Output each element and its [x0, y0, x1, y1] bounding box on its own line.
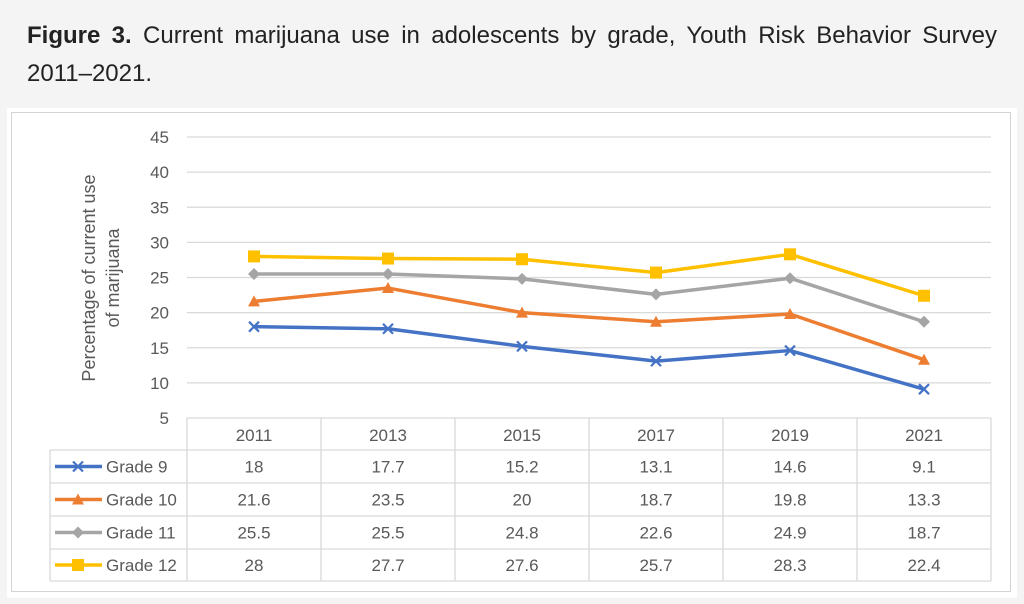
table-cell-value: 14.6: [773, 458, 806, 477]
legend-marker-grade-12: [72, 559, 84, 571]
table-cell-value: 27.7: [371, 556, 404, 575]
data-point-grade-10: [248, 295, 260, 307]
legend-marker-grade-10: [72, 493, 84, 505]
table-cell-value: 20: [513, 491, 532, 510]
y-axis-label: Percentage of current use of marijuana: [79, 174, 123, 381]
table-cell-value: 25.7: [639, 556, 672, 575]
data-point-grade-9: [382, 323, 394, 335]
data-point-grade-10: [382, 282, 394, 294]
data-point-grade-11: [248, 267, 260, 280]
table-cell-value: 18: [245, 458, 264, 477]
data-point-grade-12: [918, 289, 930, 302]
table-cell-value: 17.7: [371, 458, 404, 477]
data-point-grade-12: [650, 266, 662, 279]
x-category-label: 2017: [637, 426, 675, 445]
series-line-grade-10: [253, 286, 925, 362]
data-point-grade-11: [650, 288, 662, 301]
y-tick-label: 40: [150, 163, 169, 182]
table-cell-value: 21.6: [237, 491, 270, 510]
data-point-grade-12: [784, 248, 796, 261]
x-category-label: 2015: [503, 426, 541, 445]
data-point-grade-10: [650, 315, 662, 327]
figure-caption-text: Current marijuana use in adolescents by …: [27, 22, 997, 87]
table-cell-value: 19.8: [773, 491, 806, 510]
y-tick-label: 45: [150, 128, 169, 147]
table-cell-value: 13.1: [639, 458, 672, 477]
series-line-grade-12: [253, 252, 925, 298]
data-point-grade-9: [650, 355, 662, 367]
legend-marker-grade-11: [72, 526, 84, 539]
data-point-grade-9: [918, 383, 930, 395]
legend-label-grade-9: Grade 9: [106, 458, 167, 477]
table-cell-value: 15.2: [505, 458, 538, 477]
table-cell-value: 24.9: [773, 524, 806, 543]
table-cell-value: 22.4: [907, 556, 940, 575]
legend-label-grade-11: Grade 11: [106, 524, 176, 543]
data-point-grade-11: [918, 315, 930, 328]
data-point-grade-12: [248, 250, 260, 263]
data-point-grade-11: [784, 272, 796, 285]
table-cell-value: 18.7: [907, 524, 940, 543]
y-tick-label: 35: [150, 198, 169, 217]
table-cell-value: 23.5: [371, 491, 404, 510]
data-point-grade-9: [248, 320, 260, 333]
data-point-grade-10: [784, 308, 796, 320]
x-category-label: 2019: [771, 426, 809, 445]
y-axis-label-line: Percentage of current use: [79, 174, 99, 381]
data-point-grade-12: [516, 253, 528, 266]
data-point-grade-9: [516, 340, 528, 353]
series-line-grade-9: [253, 324, 925, 391]
table-cell-value: 24.8: [505, 524, 538, 543]
y-tick-label: 25: [150, 269, 169, 288]
table-cell-value: 28: [245, 556, 264, 575]
table-cell-value: 27.6: [505, 556, 538, 575]
table-cell-value: 25.5: [371, 524, 404, 543]
legend-marker-grade-9: [72, 460, 84, 473]
data-point-grade-12: [382, 252, 394, 265]
figure-label: Figure 3.: [27, 22, 132, 49]
data-point-grade-9: [784, 344, 796, 357]
table-cell-value: 25.5: [237, 524, 270, 543]
table-cell-value: 28.3: [773, 556, 806, 575]
y-tick-label: 20: [150, 304, 169, 323]
table-cell-value: 9.1: [912, 458, 936, 477]
figure-caption: Figure 3. Current marijuana use in adole…: [27, 17, 997, 93]
y-tick-label: 30: [150, 233, 169, 252]
series-line-grade-11: [254, 272, 925, 324]
data-point-grade-11: [382, 267, 394, 280]
table-cell-value: 13.3: [907, 491, 940, 510]
x-category-label: 2011: [236, 426, 273, 445]
y-tick-label: 10: [150, 374, 169, 393]
table-cell-value: 18.7: [639, 491, 672, 510]
data-point-grade-11: [516, 272, 528, 285]
y-tick-label: 15: [150, 339, 169, 358]
legend-label-grade-12: Grade 12: [106, 556, 177, 575]
table-cell-value: 22.6: [639, 524, 672, 543]
y-tick-label: 5: [160, 409, 169, 428]
x-category-label: 2021: [905, 426, 943, 445]
x-category-label: 2013: [369, 426, 407, 445]
y-axis-label-line: of marijuana: [103, 227, 123, 327]
data-point-grade-10: [918, 353, 930, 365]
chart-border: [11, 112, 1011, 592]
legend-label-grade-10: Grade 10: [106, 491, 177, 510]
data-point-grade-10: [516, 306, 528, 318]
